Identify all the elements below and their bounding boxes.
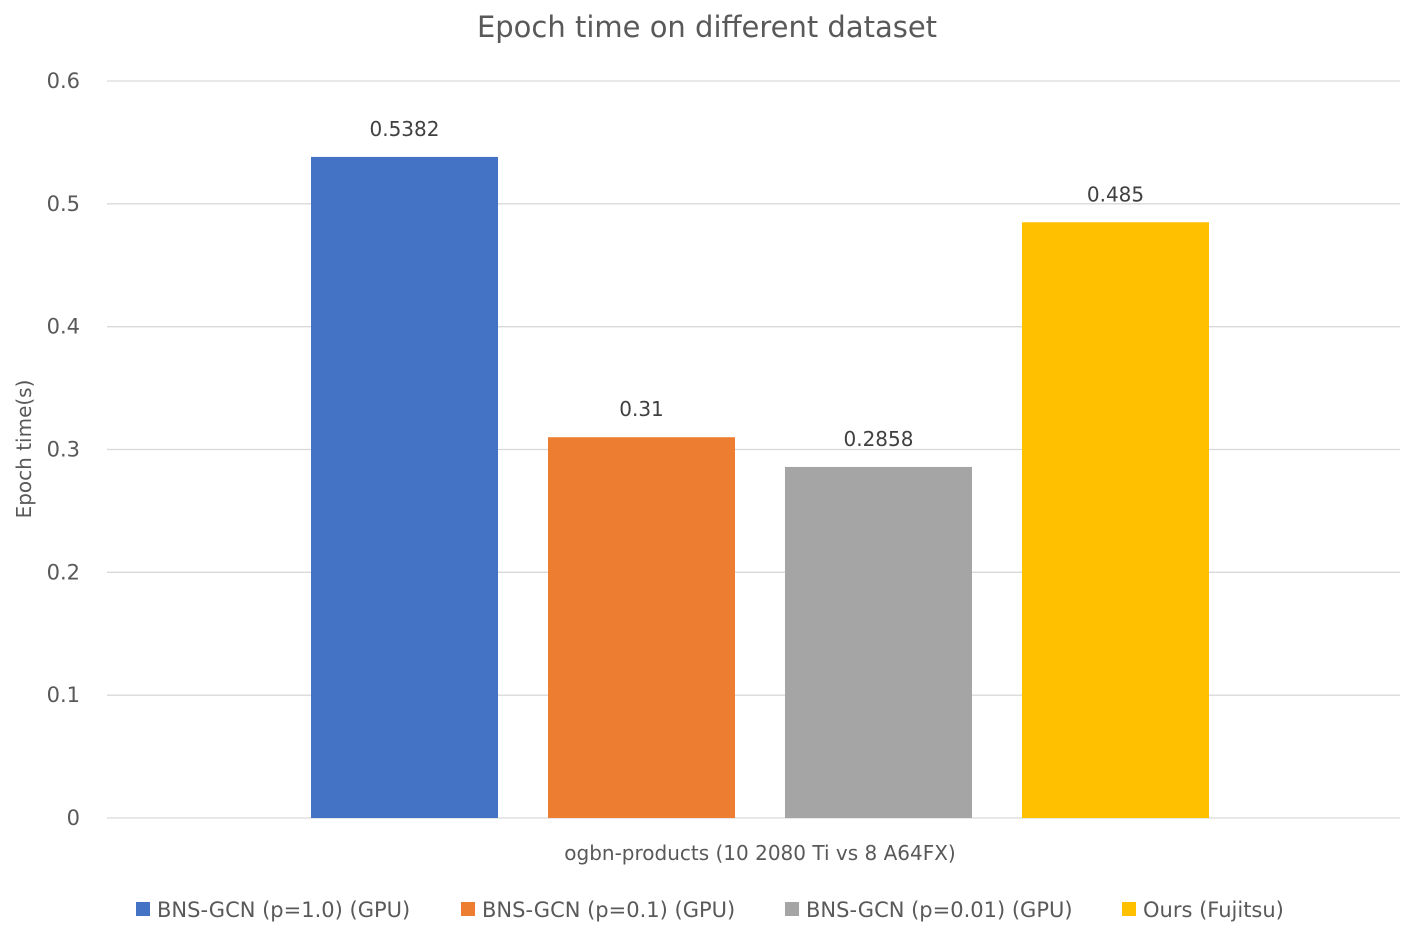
legend-swatch — [785, 902, 799, 916]
bar-1 — [311, 156, 498, 818]
legend-entry-label: Ours (Fujitsu) — [1143, 898, 1284, 922]
legend-entry-label: BNS-GCN (p=1.0) (GPU) — [157, 898, 410, 922]
legend-swatch — [136, 902, 150, 916]
y-axis-ticks: 0 0.1 0.2 0.3 0.4 0.5 0.6 — [47, 69, 80, 830]
bar-value-label: 0.2858 — [844, 427, 914, 451]
bars — [311, 156, 1209, 819]
y-tick-label: 0.4 — [47, 315, 80, 339]
legend-entry-label: BNS-GCN (p=0.1) (GPU) — [482, 898, 735, 922]
legend-swatch — [1122, 902, 1136, 916]
bar-value-label: 0.31 — [619, 397, 664, 421]
legend-entry-label: BNS-GCN (p=0.01) (GPU) — [806, 898, 1073, 922]
y-tick-label: 0.2 — [47, 560, 80, 584]
y-tick-label: 0.6 — [47, 69, 80, 93]
y-tick-label: 0.5 — [47, 192, 80, 216]
bar-4 — [1022, 222, 1209, 819]
y-tick-label: 0.1 — [47, 683, 80, 707]
legend: BNS-GCN (p=1.0) (GPU) BNS-GCN (p=0.1) (GP… — [136, 898, 1284, 922]
chart-title: Epoch time on different dataset — [477, 10, 937, 44]
y-tick-label: 0 — [67, 806, 80, 830]
y-tick-label: 0.3 — [47, 438, 80, 462]
legend-swatch — [461, 902, 475, 916]
x-category-label: ogbn-products (10 2080 Ti vs 8 A64FX) — [564, 841, 955, 865]
bar-value-label: 0.485 — [1087, 182, 1144, 206]
bar-3 — [785, 466, 972, 818]
bar-2 — [548, 437, 735, 818]
data-labels: 0.5382 0.31 0.2858 0.485 — [370, 117, 1145, 451]
bar-value-label: 0.5382 — [370, 117, 440, 141]
y-axis-label: Epoch time(s) — [12, 380, 36, 519]
